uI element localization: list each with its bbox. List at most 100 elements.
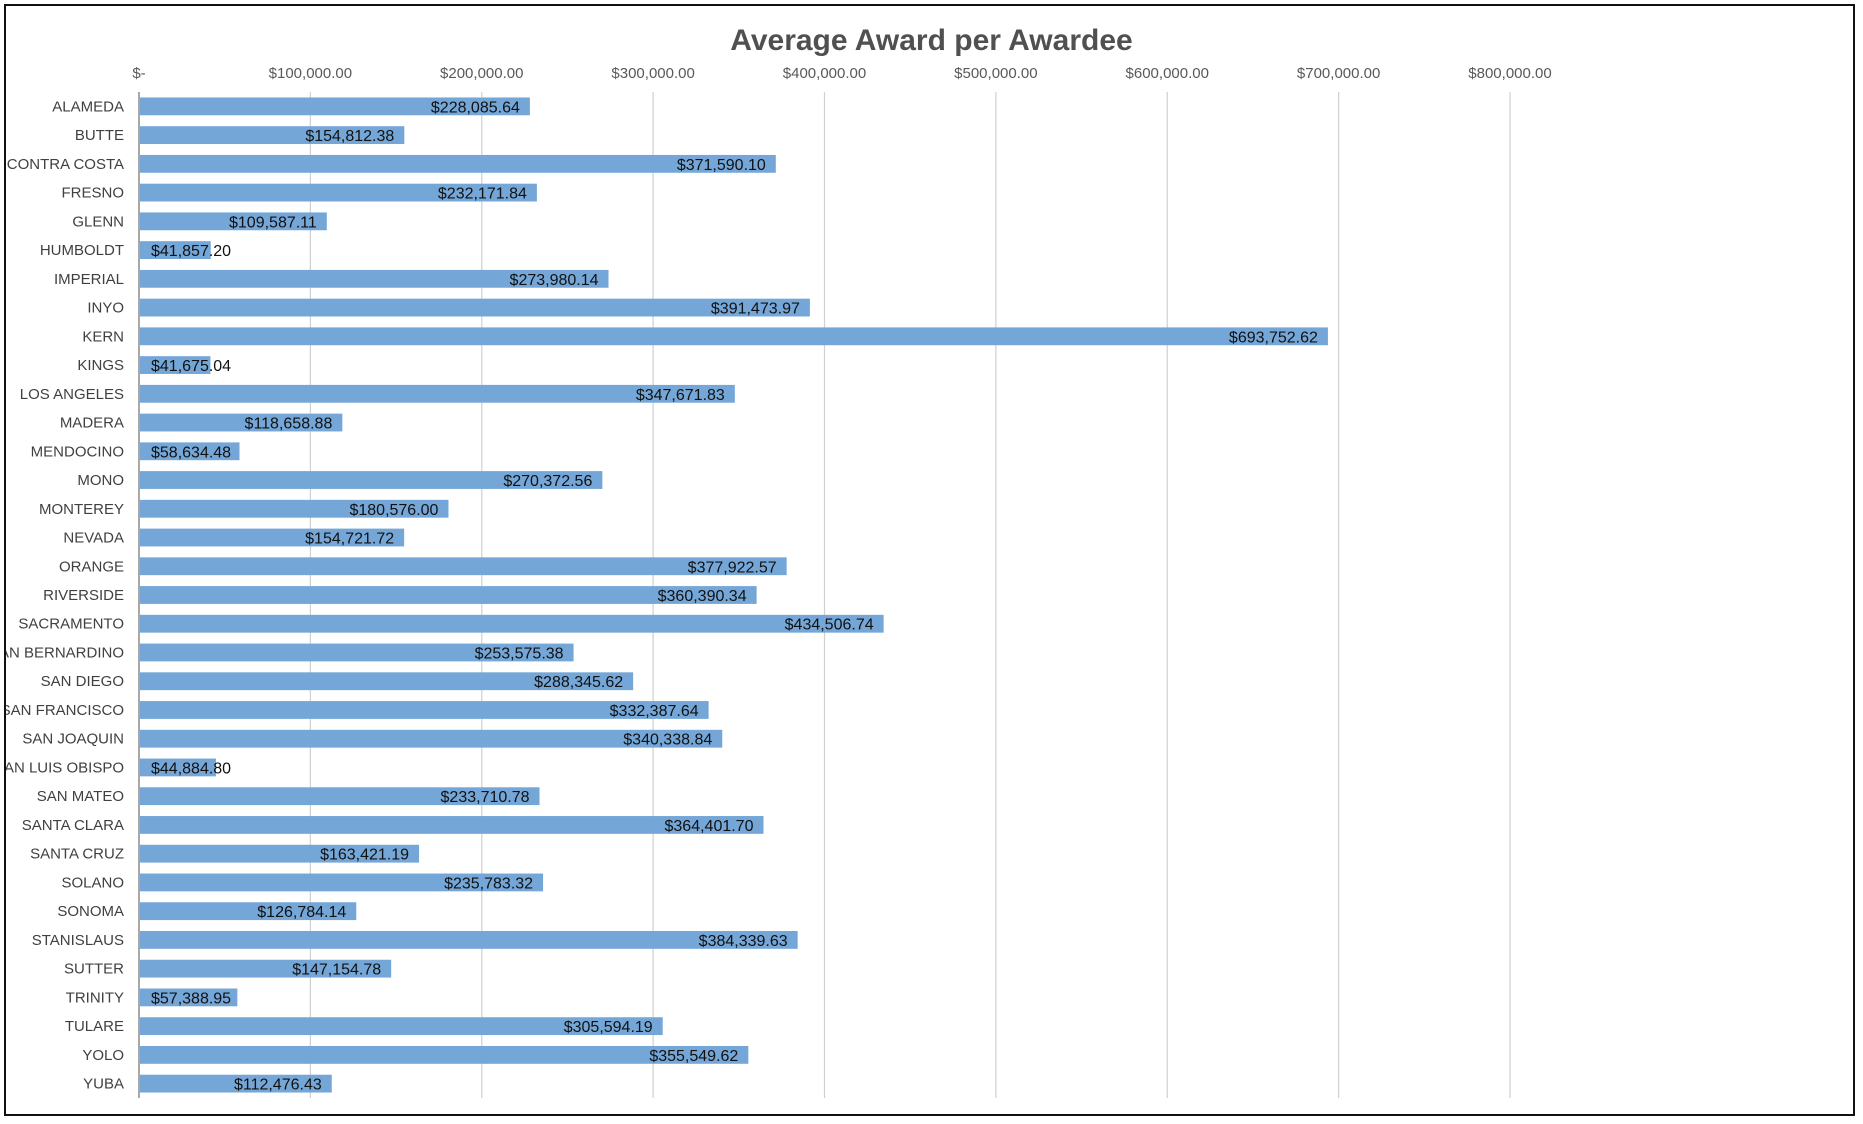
category-label: TULARE <box>65 1018 124 1035</box>
x-tick-label: $600,000.00 <box>1126 65 1209 82</box>
bar <box>140 729 723 748</box>
bar <box>140 1017 663 1036</box>
category-label: SAN DIEGO <box>41 673 124 690</box>
category-label: STANISLAUS <box>32 932 124 949</box>
bar <box>140 413 343 432</box>
data-label: $340,338.84 <box>623 732 712 749</box>
data-label: $377,922.57 <box>688 559 777 576</box>
x-tick-label: $- <box>132 65 145 82</box>
bar <box>140 528 405 547</box>
category-label: IMPERIAL <box>54 271 124 288</box>
category-label: LOS ANGELES <box>20 386 124 403</box>
category-label: SANTA CLARA <box>22 817 124 834</box>
bar <box>140 988 238 1007</box>
category-label: SAN BERNARDINO <box>6 644 124 661</box>
data-label: $233,710.78 <box>441 789 530 806</box>
bar <box>140 327 1328 346</box>
category-label: INYO <box>87 300 124 317</box>
bar <box>140 1045 749 1064</box>
category-label: YUBA <box>83 1076 124 1093</box>
x-tick-label: $500,000.00 <box>954 65 1037 82</box>
bar <box>140 959 392 978</box>
x-tick-label: $300,000.00 <box>611 65 694 82</box>
category-label: SACRAMENTO <box>18 616 124 633</box>
category-label: KINGS <box>77 357 124 374</box>
bar <box>140 471 603 489</box>
category-label: GLENN <box>72 213 124 230</box>
data-label: $154,721.72 <box>305 531 394 548</box>
category-label: MONTEREY <box>39 501 124 518</box>
x-tick-label: $400,000.00 <box>783 65 866 82</box>
bar <box>140 614 884 633</box>
data-label: $118,658.88 <box>245 416 333 433</box>
data-label: $109,587.11 <box>229 214 317 231</box>
data-label: $305,594.19 <box>564 1019 653 1036</box>
bar <box>140 269 609 288</box>
bar <box>140 241 211 259</box>
bar <box>140 758 216 777</box>
category-label: SAN FRANCISCO <box>6 702 124 719</box>
data-label: $270,372.56 <box>503 473 592 490</box>
category-label: NEVADA <box>63 530 124 547</box>
bars <box>140 97 1328 1093</box>
bar <box>140 873 544 892</box>
x-tick-label: $200,000.00 <box>440 65 523 82</box>
bar <box>140 384 735 403</box>
x-tick-label: $100,000.00 <box>269 65 352 82</box>
bar <box>140 643 574 662</box>
bar <box>140 154 776 173</box>
category-label: SAN MATEO <box>37 788 124 805</box>
data-label: $112,476.43 <box>234 1077 322 1094</box>
bar <box>140 586 757 604</box>
data-label: $332,387.64 <box>610 703 699 720</box>
data-label: $41,857.20 <box>151 243 231 260</box>
bar <box>140 787 540 806</box>
x-tick-label: $700,000.00 <box>1297 65 1380 82</box>
data-label: $434,506.74 <box>785 617 874 634</box>
data-label: $288,345.62 <box>534 674 623 691</box>
data-label: $347,671.83 <box>636 387 725 404</box>
bar <box>140 672 634 691</box>
bar <box>140 557 787 576</box>
data-label: $391,473.97 <box>711 301 800 318</box>
category-label: MADERA <box>60 415 124 432</box>
data-label: $126,784.14 <box>257 904 346 921</box>
category-label: TRINITY <box>66 989 124 1006</box>
bar <box>140 701 709 719</box>
data-label: $355,549.62 <box>649 1048 738 1065</box>
category-label: SAN JOAQUIN <box>22 731 124 748</box>
data-label: $693,752.62 <box>1229 329 1318 346</box>
bar <box>140 931 798 949</box>
bar <box>140 902 357 921</box>
category-label: ALAMEDA <box>52 98 124 115</box>
data-label: $273,980.14 <box>510 272 599 289</box>
data-label: $147,154.78 <box>292 962 381 979</box>
data-label: $163,421.19 <box>320 847 409 864</box>
category-label: SOLANO <box>61 874 124 891</box>
category-label: SANTA CRUZ <box>30 846 124 863</box>
bar <box>140 1074 332 1093</box>
bar <box>140 499 449 518</box>
category-label: SONOMA <box>57 903 124 920</box>
category-label: MONO <box>77 472 124 489</box>
bar <box>140 442 240 461</box>
category-label: SAN LUIS OBISPO <box>6 759 124 776</box>
data-label: $44,884.80 <box>151 760 231 777</box>
bar <box>140 356 211 374</box>
category-label: KERN <box>82 328 124 345</box>
category-label: CONTRA COSTA <box>7 156 124 173</box>
bar <box>140 844 420 863</box>
category-label: MENDOCINO <box>31 443 124 460</box>
category-label: HUMBOLDT <box>40 242 124 259</box>
x-axis-ticks: $- $100,000.00 $200,000.00 $300,000.00 $400,… <box>132 65 1551 82</box>
category-label: RIVERSIDE <box>43 587 124 604</box>
data-labels: $228,085.64 $154,812.38 $371,590.10 $232,17… <box>151 99 1318 1093</box>
data-label: $364,401.70 <box>665 818 754 835</box>
bar <box>140 212 327 231</box>
category-labels: ALAMEDA BUTTE CONTRA COSTA FRESNO GLENN HUMBO… <box>6 98 124 1092</box>
bar <box>140 183 537 202</box>
bar <box>140 126 405 145</box>
data-label: $180,576.00 <box>349 502 438 519</box>
data-label: $57,388.95 <box>151 990 231 1007</box>
category-label: SUTTER <box>64 961 124 978</box>
